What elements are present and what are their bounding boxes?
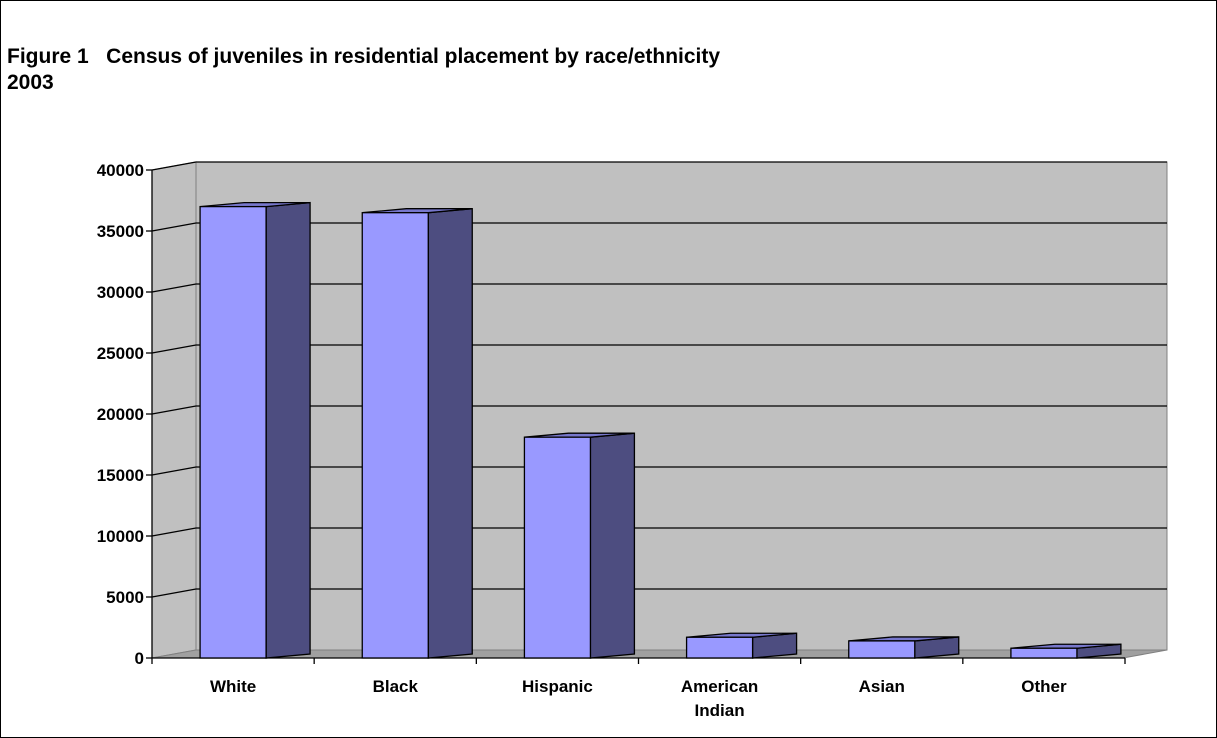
y-tick-label: 15000 [97, 466, 144, 485]
bar-side [589, 432, 636, 659]
bar [1010, 647, 1078, 659]
bar [361, 212, 429, 659]
gridline [151, 222, 1167, 232]
y-tick-label: 10000 [97, 527, 144, 546]
y-tick-label: 0 [135, 649, 144, 668]
y-tick-label: 25000 [97, 344, 144, 363]
bar-side [265, 201, 311, 659]
x-tick-label: White [210, 677, 256, 696]
x-tick-label: Hispanic [522, 677, 593, 696]
gridline [151, 527, 1167, 537]
x-tick-label: Other [1021, 677, 1067, 696]
gridline [151, 344, 1167, 354]
chart-title: Figure 1 Census of juveniles in resident… [7, 44, 720, 96]
gridline [151, 405, 1167, 415]
y-tick-label: 40000 [97, 161, 144, 180]
y-tick-label: 30000 [97, 283, 144, 302]
gridline [151, 161, 1167, 171]
y-tick-label: 5000 [106, 588, 144, 607]
bar [199, 205, 267, 659]
gridline [151, 588, 1167, 598]
x-tick-label: Black [373, 677, 419, 696]
chart-title-line1: Figure 1 Census of juveniles in resident… [7, 45, 721, 68]
gridline [151, 466, 1167, 476]
chart-title-line2: 2003 [7, 71, 54, 94]
bar [848, 640, 916, 659]
y-tick-label: 20000 [97, 405, 144, 424]
bar [523, 436, 592, 659]
x-tick-label: Indian [695, 701, 745, 720]
gridline [151, 283, 1167, 293]
y-tick-label: 35000 [97, 222, 144, 241]
bar-side [427, 207, 473, 659]
x-tick-label: American [681, 677, 758, 696]
x-tick-label: Asian [859, 677, 905, 696]
bar [685, 636, 754, 659]
